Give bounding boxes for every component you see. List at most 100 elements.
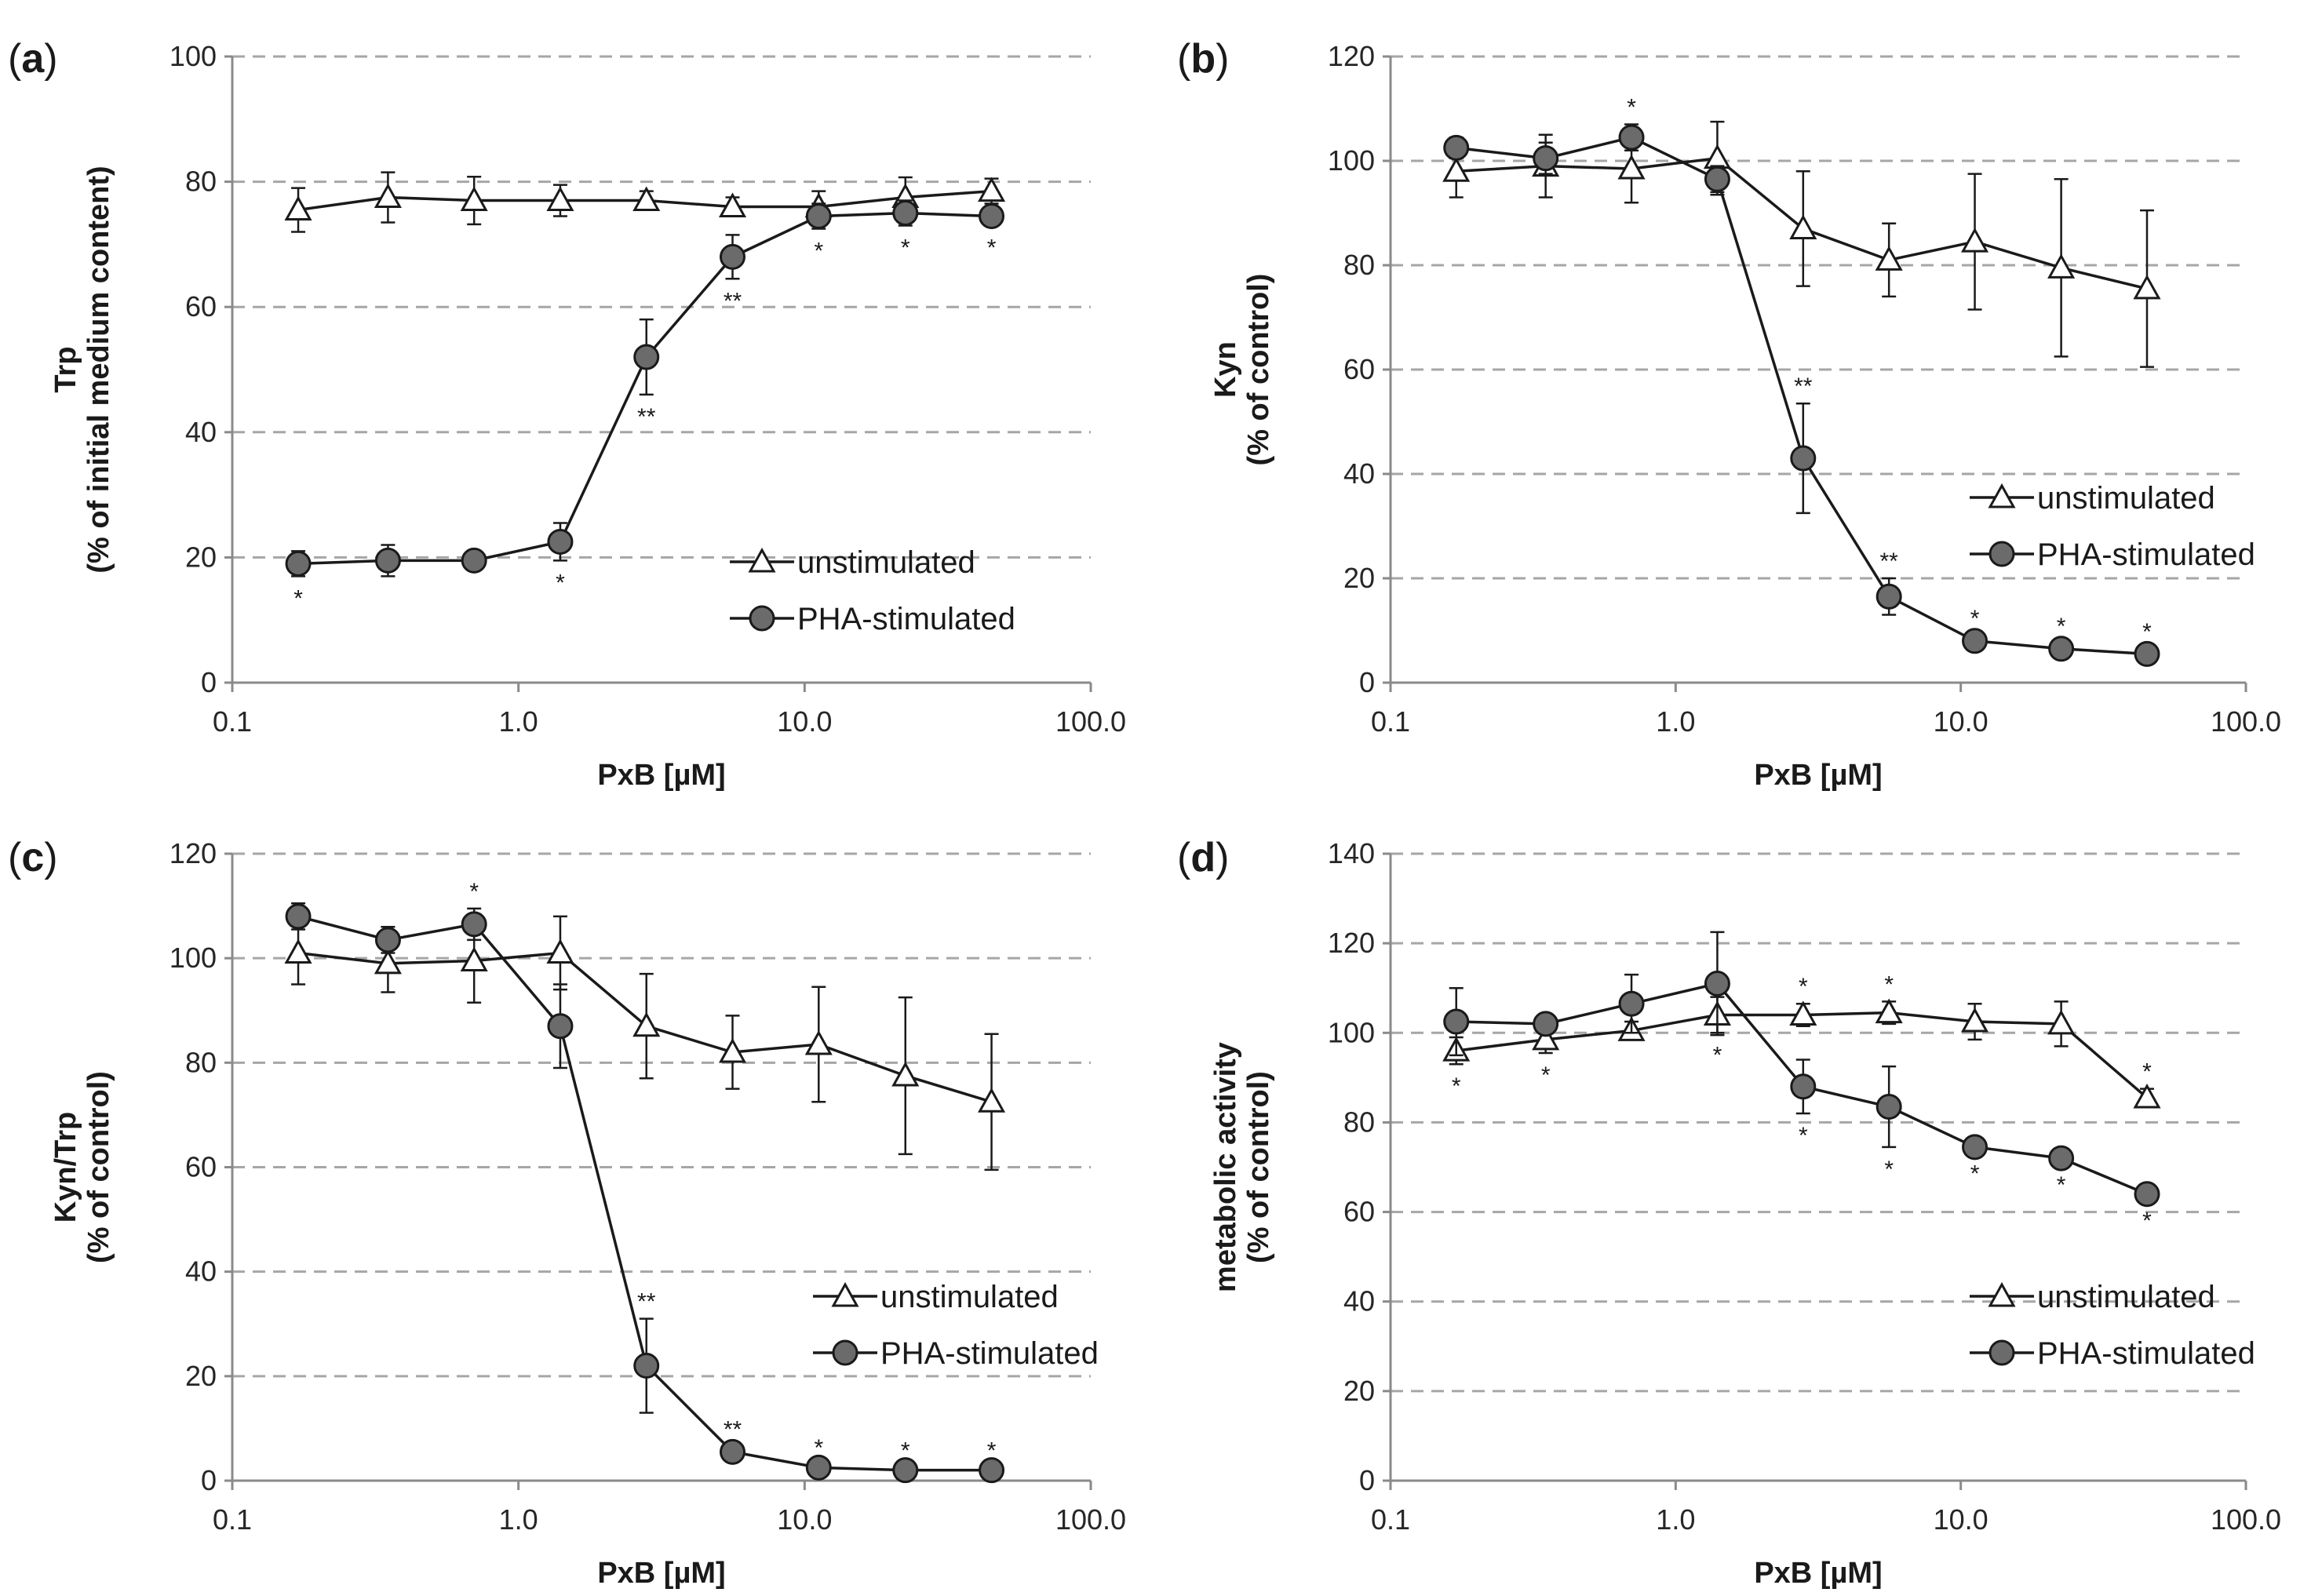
legend: unstimulated PHA-stimulated xyxy=(730,545,1015,636)
data-point-circle xyxy=(1443,134,1470,161)
y-axis-title-line1: Kyn/Trp xyxy=(49,1112,82,1223)
x-axis-title: PxB [µM] xyxy=(1754,1557,1882,1590)
x-tick-label: 1.0 xyxy=(499,1503,538,1536)
data-point-circle xyxy=(1962,1134,1988,1161)
panel-label-close: ) xyxy=(44,835,57,880)
panel-label-close: ) xyxy=(1216,36,1229,82)
x-tick-label: 0.1 xyxy=(1371,705,1410,738)
x-tick-label: 0.1 xyxy=(213,705,252,738)
legend-marker-circle xyxy=(1988,1339,2015,1366)
y-tick-label: 20 xyxy=(1343,562,1375,594)
significance-label: * xyxy=(987,1437,997,1463)
significance-label: * xyxy=(1541,1062,1551,1088)
y-axis-title-line2: (% of initial medium content) xyxy=(82,166,115,573)
data-point-triangle xyxy=(718,192,747,218)
significance-label: * xyxy=(2057,1172,2066,1198)
data-point-circle xyxy=(1875,583,1902,610)
data-point-triangle xyxy=(1875,246,1903,271)
data-point-circle xyxy=(1443,1008,1470,1035)
data-point-circle xyxy=(1962,628,1988,654)
y-tick-label: 20 xyxy=(185,541,217,573)
y-tick-label: 120 xyxy=(170,837,217,869)
y-tick-label: 60 xyxy=(185,290,217,322)
series-pha-stimulated: ******* * * xyxy=(285,199,1005,611)
panel-label-open: ( xyxy=(8,835,22,880)
x-tick-label: 100.0 xyxy=(2211,705,2281,738)
y-axis-title-line2: (% of control) xyxy=(1242,274,1275,466)
series-pha-stimulated: ****** * * xyxy=(285,879,1005,1484)
data-point-circle xyxy=(979,202,1005,229)
significance-label: ** xyxy=(724,1417,742,1443)
y-axis-title-line1: Kyn xyxy=(1209,341,1242,398)
significance-label: * xyxy=(1970,1161,1980,1187)
data-point-triangle xyxy=(632,1011,661,1037)
panel-c: (c) 0 20 40 60 80 100 120 0.1 1.0 10.0 100.0 PxB [µM… xyxy=(8,835,1126,1590)
significance-label: * xyxy=(293,585,303,611)
x-tick-label: 100.0 xyxy=(1055,1503,1126,1536)
x-tick-label: 10.0 xyxy=(1934,705,1988,738)
x-tick-label: 1.0 xyxy=(1656,1503,1695,1536)
data-point-circle xyxy=(1790,445,1817,472)
series-pha-stimulated: ****** * * xyxy=(1443,94,2160,667)
data-point-triangle xyxy=(1961,1007,1989,1033)
y-axis-title-line1: metabolic activity xyxy=(1209,1042,1242,1292)
x-axis-title: PxB [µM] xyxy=(1754,759,1882,792)
x-tick-label: 0.1 xyxy=(213,1503,252,1536)
data-point-triangle xyxy=(804,1029,833,1055)
data-point-triangle xyxy=(1789,1000,1817,1026)
panel-d: (d) 0 20 40 60 80 100 120 140 0.1 1.0 10.0 100.0 PxB … xyxy=(1177,835,2281,1590)
data-point-triangle xyxy=(1789,214,1817,239)
data-point-triangle xyxy=(374,949,402,975)
significance-label: * xyxy=(556,570,565,596)
data-point-triangle xyxy=(460,946,488,971)
significance-label: ** xyxy=(1794,373,1813,399)
panel-b: (b) 0 20 40 60 80 100 120 0.1 1.0 10.0 100.0 PxB [µM… xyxy=(1177,36,2281,792)
series-line xyxy=(297,915,992,1472)
x-tick-label: 10.0 xyxy=(777,1503,832,1536)
series-pha-stimulated: * * * * * xyxy=(1443,931,2160,1233)
data-point-circle xyxy=(285,903,312,930)
significance-label: * xyxy=(1713,1042,1722,1068)
data-point-circle xyxy=(720,1438,746,1465)
legend-marker-triangle xyxy=(748,547,776,573)
significance-label: ** xyxy=(1879,548,1898,574)
y-tick-label: 100 xyxy=(1328,144,1375,177)
y-tick-label: 0 xyxy=(201,666,217,698)
data-point-circle xyxy=(547,528,574,555)
data-point-circle xyxy=(2048,636,2075,662)
data-point-triangle xyxy=(632,186,661,212)
x-tick-label: 1.0 xyxy=(1656,705,1695,738)
legend: unstimulated PHA-stimulated xyxy=(1970,1280,2255,1371)
x-tick-label: 1.0 xyxy=(499,705,538,738)
data-point-circle xyxy=(1875,1093,1902,1120)
data-point-circle xyxy=(720,243,746,270)
significance-label: * xyxy=(1970,606,1980,632)
panel-label: (c) xyxy=(8,835,58,880)
legend-label: unstimulated xyxy=(2037,481,2215,516)
legend-label: unstimulated xyxy=(797,545,975,580)
legend-marker-circle xyxy=(749,605,775,632)
y-tick-label: 100 xyxy=(170,40,217,72)
data-point-circle xyxy=(805,1454,832,1481)
panel-label-letter: c xyxy=(21,835,44,880)
significance-label: ** xyxy=(637,1289,656,1315)
data-point-circle xyxy=(979,1457,1005,1484)
significance-label: * xyxy=(1884,1157,1894,1182)
x-tick-label: 0.1 xyxy=(1371,1503,1410,1536)
x-tick-label: 100.0 xyxy=(2211,1503,2281,1536)
legend-marker-triangle xyxy=(1988,483,2016,508)
data-point-circle xyxy=(1790,1073,1817,1100)
significance-label: * xyxy=(814,1435,823,1461)
panel-label-open: ( xyxy=(8,36,22,82)
data-point-circle xyxy=(2134,640,2160,667)
legend-marker-triangle xyxy=(1988,1281,2016,1307)
data-point-triangle xyxy=(460,186,488,212)
data-point-circle xyxy=(2134,1181,2160,1208)
panel-label-open: ( xyxy=(1177,835,1191,880)
data-point-triangle xyxy=(718,1037,747,1063)
data-point-triangle xyxy=(284,195,312,221)
x-axis-title: PxB [µM] xyxy=(597,1557,725,1590)
y-tick-label: 120 xyxy=(1328,927,1375,959)
data-point-circle xyxy=(892,1457,919,1484)
legend: unstimulated PHA-stimulated xyxy=(813,1280,1099,1371)
